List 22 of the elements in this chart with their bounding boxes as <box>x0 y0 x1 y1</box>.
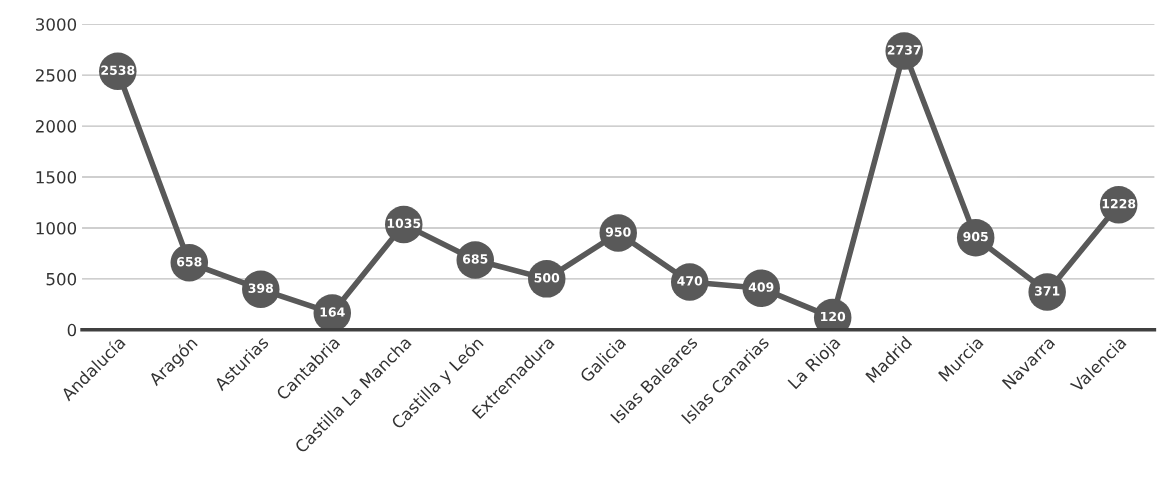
data-label: 1228 <box>1102 198 1136 209</box>
data-label: 950 <box>605 227 631 237</box>
y-tick-label: 500 <box>46 272 77 286</box>
data-label: 658 <box>177 256 202 267</box>
data-label: 398 <box>248 283 274 293</box>
y-tick-label: 2000 <box>35 120 77 133</box>
y-tick-label: 0 <box>67 323 77 337</box>
data-label: 409 <box>748 282 774 292</box>
data-label: 371 <box>1034 286 1060 296</box>
data-label: 2538 <box>101 65 135 75</box>
data-label: 500 <box>534 273 560 283</box>
data-label: 120 <box>821 311 846 322</box>
data-label: 1035 <box>387 218 421 229</box>
y-tick-label: 1000 <box>36 221 77 235</box>
y-tick-label: 2500 <box>35 69 77 82</box>
y-tick-label: 3000 <box>36 18 77 31</box>
data-label: 905 <box>963 231 988 242</box>
y-tick-label: 1500 <box>36 170 77 184</box>
data-label: 470 <box>677 276 703 286</box>
data-label: 2737 <box>887 45 921 55</box>
data-label: 685 <box>462 254 488 264</box>
data-label: 164 <box>320 307 345 317</box>
